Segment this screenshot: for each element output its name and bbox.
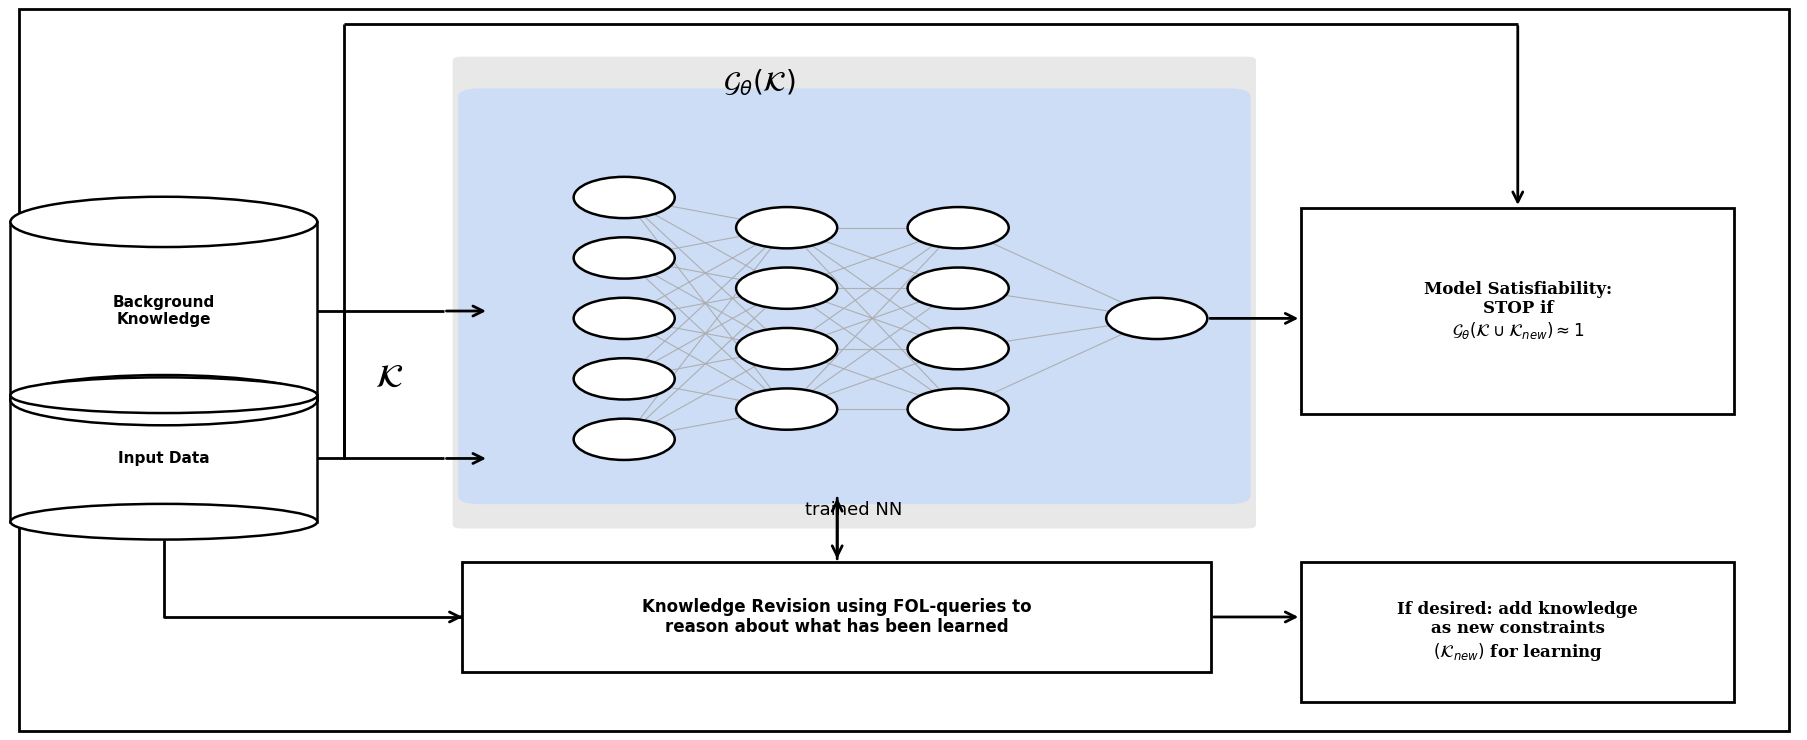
Circle shape bbox=[573, 419, 674, 460]
Circle shape bbox=[907, 268, 1008, 309]
Bar bbox=[1301, 208, 1733, 414]
Text: $\mathcal{G}_{\theta}(\mathcal{K})$: $\mathcal{G}_{\theta}(\mathcal{K})$ bbox=[723, 67, 795, 98]
Text: Knowledge Revision using FOL-queries to
reason about what has been learned: Knowledge Revision using FOL-queries to … bbox=[641, 598, 1032, 636]
Circle shape bbox=[573, 358, 674, 400]
Circle shape bbox=[735, 207, 837, 249]
Circle shape bbox=[907, 207, 1008, 249]
Circle shape bbox=[573, 297, 674, 339]
Circle shape bbox=[735, 388, 837, 430]
Circle shape bbox=[573, 177, 674, 218]
Bar bbox=[11, 395, 316, 522]
Circle shape bbox=[573, 238, 674, 278]
Text: $\mathcal{K}$: $\mathcal{K}$ bbox=[376, 361, 403, 394]
Circle shape bbox=[907, 328, 1008, 369]
Circle shape bbox=[907, 388, 1008, 430]
Ellipse shape bbox=[11, 504, 316, 539]
FancyBboxPatch shape bbox=[452, 57, 1256, 528]
Circle shape bbox=[735, 268, 837, 309]
Circle shape bbox=[735, 328, 837, 369]
Text: Input Data: Input Data bbox=[117, 451, 210, 466]
Ellipse shape bbox=[11, 375, 316, 426]
Bar bbox=[11, 222, 316, 400]
Text: Background
Knowledge: Background Knowledge bbox=[112, 295, 215, 327]
Text: trained NN: trained NN bbox=[804, 501, 902, 519]
Ellipse shape bbox=[11, 377, 316, 413]
Bar bbox=[1301, 562, 1733, 702]
Ellipse shape bbox=[11, 197, 316, 247]
Text: Model Satisfiability:
STOP if
$\mathcal{G}_{\theta}(\mathcal{K} \cup \mathcal{K}: Model Satisfiability: STOP if $\mathcal{… bbox=[1422, 280, 1612, 341]
FancyBboxPatch shape bbox=[457, 88, 1250, 504]
Bar bbox=[461, 562, 1211, 672]
Circle shape bbox=[1106, 297, 1207, 339]
Text: If desired: add knowledge
as new constraints
$(\mathcal{K}_{new})$ for learning: If desired: add knowledge as new constra… bbox=[1397, 601, 1637, 662]
